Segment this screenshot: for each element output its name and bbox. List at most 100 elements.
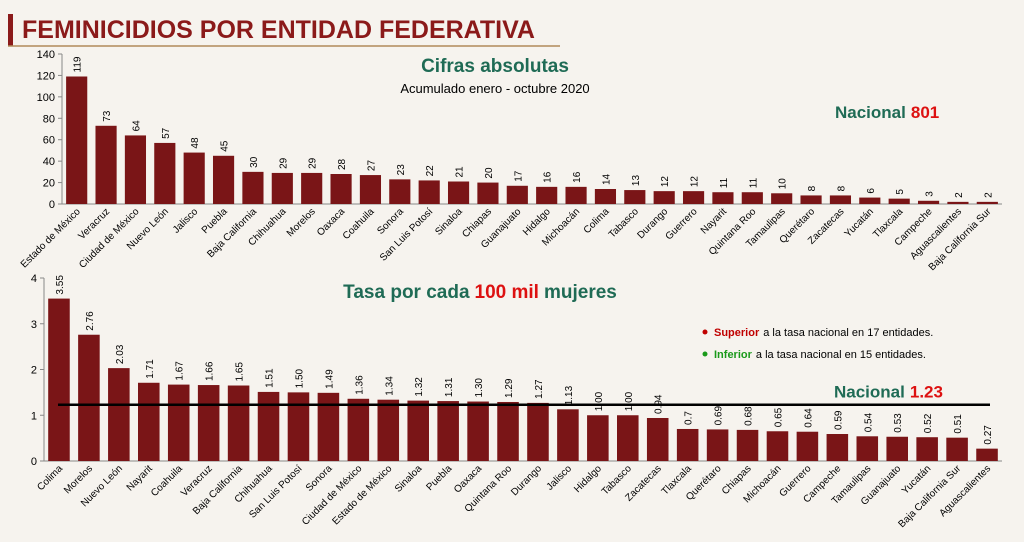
value-label: 1.32 — [414, 377, 425, 397]
chart-title: Cifras absolutas — [421, 56, 569, 77]
bar — [418, 180, 440, 204]
bar — [565, 186, 587, 204]
value-label: 20 — [484, 167, 495, 179]
value-label: 2 — [954, 192, 965, 198]
value-label: 23 — [396, 164, 407, 176]
value-label: 29 — [308, 157, 319, 169]
value-label: 0.68 — [744, 406, 755, 426]
value-label: 6 — [866, 188, 877, 194]
value-label: 29 — [278, 157, 289, 169]
value-label: 5 — [895, 189, 906, 195]
bar — [976, 201, 998, 204]
bar — [886, 436, 908, 461]
value-label: 1.51 — [265, 368, 276, 388]
bar — [771, 193, 793, 204]
value-label: 12 — [660, 176, 671, 188]
value-label: 11 — [719, 177, 730, 188]
value-label: 64 — [131, 120, 142, 132]
note-text: a la tasa nacional en 15 entidades. — [756, 349, 926, 361]
y-tick-label: 1 — [31, 410, 37, 422]
bar — [227, 385, 250, 461]
value-label: 3.55 — [55, 275, 66, 295]
value-label: 28 — [337, 158, 348, 170]
bar — [197, 385, 220, 461]
value-label: 27 — [366, 160, 377, 172]
note-text: a la tasa nacional en 17 entidades. — [763, 327, 933, 339]
value-label: 12 — [690, 176, 701, 188]
bar — [947, 201, 969, 204]
value-label: 0.52 — [923, 413, 934, 433]
bar — [536, 186, 558, 204]
bar — [95, 125, 117, 204]
value-label: 0.53 — [893, 413, 904, 433]
bar — [557, 409, 579, 461]
value-label: 1.27 — [534, 379, 545, 399]
value-label: 119 — [73, 56, 84, 72]
bar — [976, 448, 998, 461]
bar — [624, 190, 646, 204]
y-tick-label: 40 — [43, 156, 55, 168]
bar — [447, 181, 470, 204]
chart-subtitle: Acumulado enero - octubre 2020 — [400, 81, 589, 96]
bar — [706, 429, 729, 461]
value-label: 0.64 — [803, 408, 814, 428]
title-accent — [8, 14, 13, 46]
y-tick-label: 100 — [37, 92, 55, 104]
bar — [594, 189, 617, 204]
value-label: 0.59 — [833, 410, 844, 430]
bar — [826, 434, 849, 461]
bar — [124, 135, 147, 204]
value-label: 10 — [778, 178, 789, 190]
national-value: 1.23 — [910, 383, 943, 402]
y-tick-label: 0 — [49, 199, 55, 211]
value-label: 1.34 — [384, 376, 395, 396]
bar — [154, 142, 176, 204]
national-rate: Nacional 1.23 — [834, 383, 943, 402]
value-label: 1.30 — [474, 378, 485, 398]
value-label: 1.49 — [324, 369, 335, 389]
bar — [766, 431, 789, 461]
bar — [48, 298, 70, 461]
bar — [301, 172, 323, 204]
bar — [796, 431, 819, 461]
bar — [653, 191, 675, 204]
bar — [359, 175, 382, 204]
note-bullet — [702, 351, 708, 357]
note-keyword: Superior — [714, 327, 760, 339]
bar — [676, 428, 699, 461]
bar — [317, 392, 340, 461]
bar — [287, 392, 310, 461]
bar — [347, 398, 370, 461]
note: Superior a la tasa nacional en 17 entidad… — [714, 327, 933, 339]
value-label: 2.03 — [115, 344, 126, 364]
title-part: 100 mil — [475, 282, 539, 303]
value-label: 48 — [190, 137, 201, 149]
value-label: 13 — [631, 175, 642, 187]
value-label: 0.7 — [684, 411, 695, 425]
value-label: 1.31 — [444, 377, 455, 397]
bar — [712, 192, 734, 204]
y-tick-label: 140 — [37, 49, 55, 61]
value-label: 57 — [161, 127, 172, 139]
value-label: 3 — [925, 191, 936, 197]
note-keyword: Inferior — [714, 349, 753, 361]
bar — [646, 417, 669, 461]
value-label: 14 — [601, 173, 612, 185]
bar — [212, 155, 235, 204]
y-tick-label: 60 — [43, 135, 55, 147]
national-label: Nacional — [835, 103, 906, 122]
bar — [467, 401, 489, 461]
y-tick-label: 0 — [31, 456, 37, 468]
bar — [587, 415, 609, 461]
value-label: 0.69 — [714, 406, 725, 426]
bar — [736, 429, 759, 461]
bar — [330, 174, 352, 204]
bar — [829, 195, 852, 204]
bar — [108, 368, 130, 461]
bar — [66, 76, 88, 204]
value-label: 1.29 — [504, 378, 515, 398]
y-tick-label: 120 — [37, 70, 55, 82]
value-label: 1.67 — [175, 361, 186, 381]
y-tick-label: 80 — [43, 113, 55, 125]
